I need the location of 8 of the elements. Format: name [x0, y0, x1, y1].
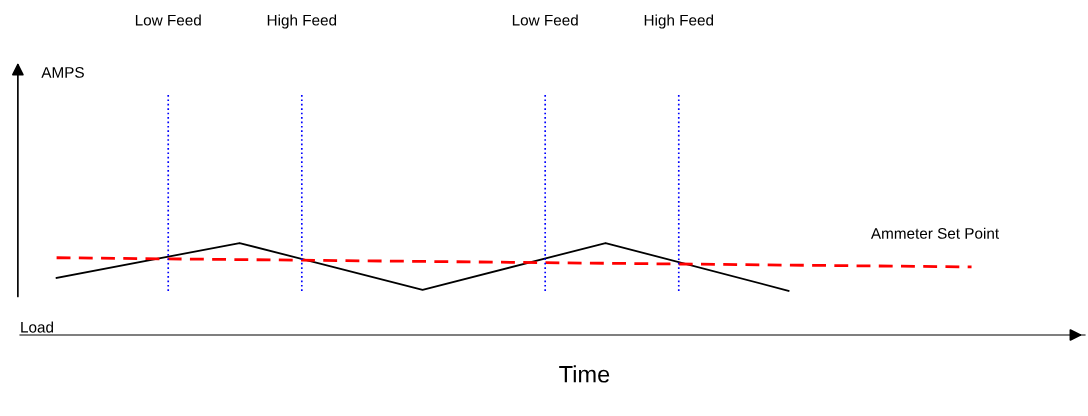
text: Low Feed — [135, 14, 201, 26]
text: Load — [21, 321, 53, 333]
text: High Feed — [267, 14, 337, 29]
series-label: Ammeter Set Point — [870, 227, 999, 239]
text: AMPS — [41, 67, 84, 78]
x-axis-title: Time — [559, 365, 610, 383]
text: Low Feed — [512, 14, 578, 26]
text: High Feed — [644, 14, 714, 29]
